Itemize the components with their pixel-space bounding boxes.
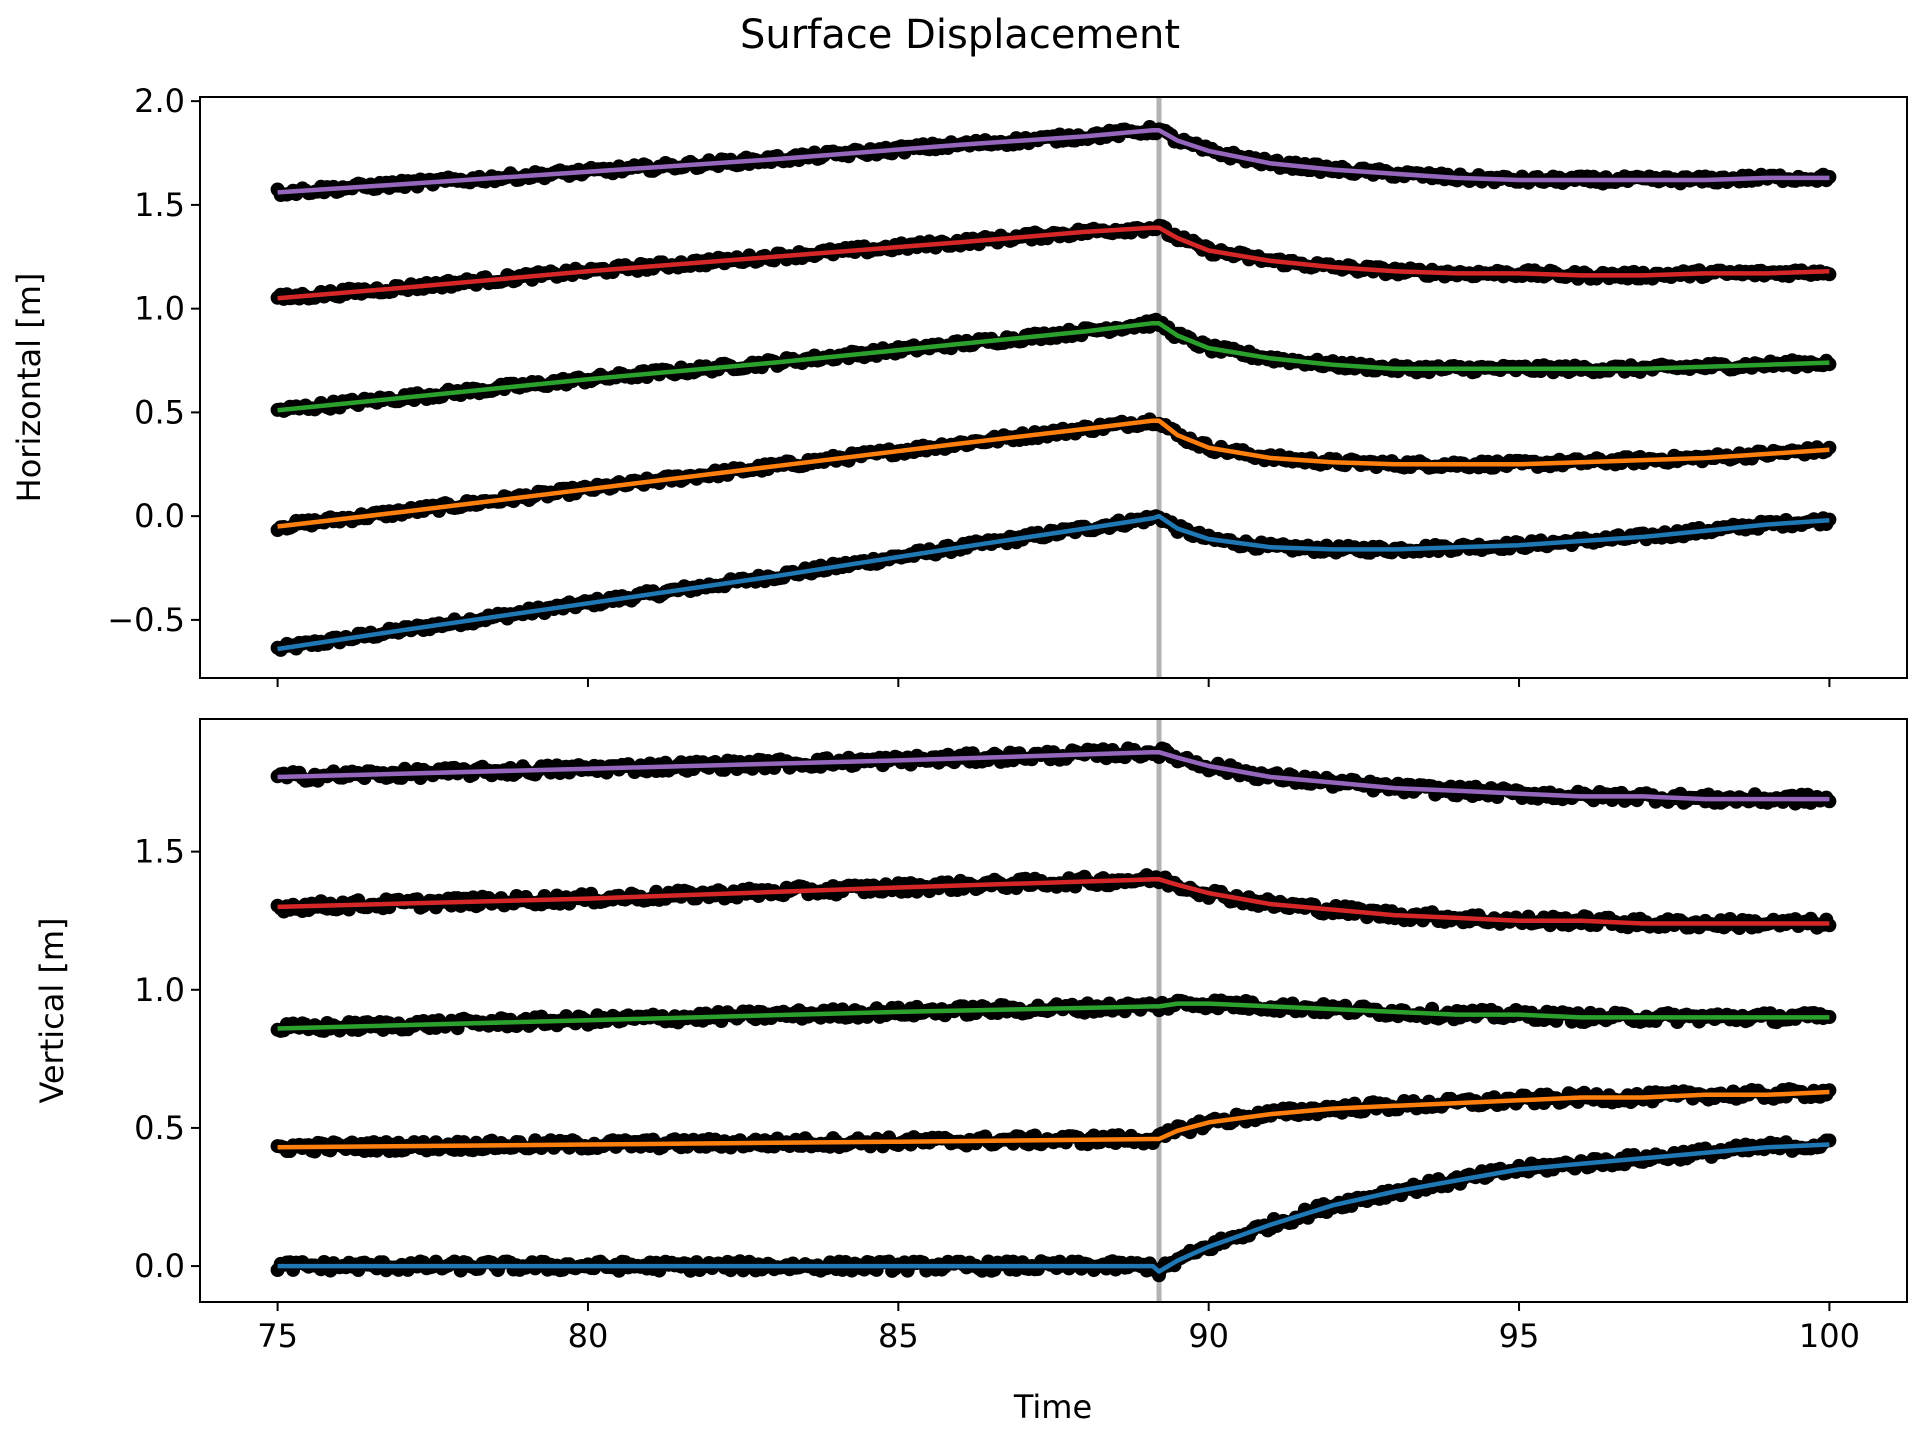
observed-markers-series-5 (270, 741, 1837, 811)
y-axis-label: Horizontal [m] (10, 273, 48, 503)
plot-area (270, 719, 1837, 1302)
y-tick-label: 2.0 (134, 82, 185, 120)
panels-group: −0.5 0.0 0.5 1.0 1.5 2.0 Horizontal [m] 0.00.51… (10, 82, 1908, 1355)
y-tick-label: −0.5 (107, 601, 185, 639)
y-tick-label: 0.0 (134, 497, 185, 535)
y-tick-label: 1.0 (134, 290, 185, 328)
chart-title: Surface Displacement (740, 12, 1180, 58)
model-line-series-2 (277, 418, 1830, 529)
plot-area (270, 97, 1837, 678)
model-line-series-1 (277, 513, 1830, 652)
y-tick-label: 1.5 (134, 186, 185, 224)
observed-markers-series-5 (270, 120, 1837, 202)
model-line-series-3 (277, 320, 1830, 413)
panel-horizontal: −0.5 0.0 0.5 1.0 1.5 2.0 Horizontal [m] (10, 82, 1908, 687)
axes-frame (199, 96, 1908, 679)
observed-markers-series-1 (270, 1133, 1837, 1283)
observed-point (1822, 440, 1837, 455)
observed-markers-series-4 (270, 218, 1837, 306)
model-line-series-4 (277, 225, 1830, 301)
observed-markers-series-3 (270, 312, 1837, 418)
model-line-series-5 (277, 127, 1830, 195)
y-tick-label: 0.5 (134, 393, 185, 431)
observed-point (1822, 512, 1837, 527)
x-axis-label: Time (1013, 1388, 1092, 1426)
